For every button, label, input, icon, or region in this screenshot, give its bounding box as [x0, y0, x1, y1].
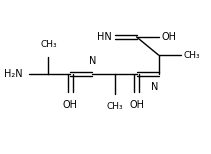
- Text: OH: OH: [129, 100, 144, 110]
- Text: CH₃: CH₃: [184, 51, 200, 60]
- Text: OH: OH: [162, 32, 177, 42]
- Text: N: N: [89, 56, 96, 66]
- Text: H₂N: H₂N: [4, 69, 22, 79]
- Text: HN: HN: [97, 32, 111, 42]
- Text: N: N: [151, 81, 158, 91]
- Text: OH: OH: [63, 100, 78, 110]
- Text: CH₃: CH₃: [40, 40, 57, 49]
- Text: CH₃: CH₃: [106, 102, 123, 111]
